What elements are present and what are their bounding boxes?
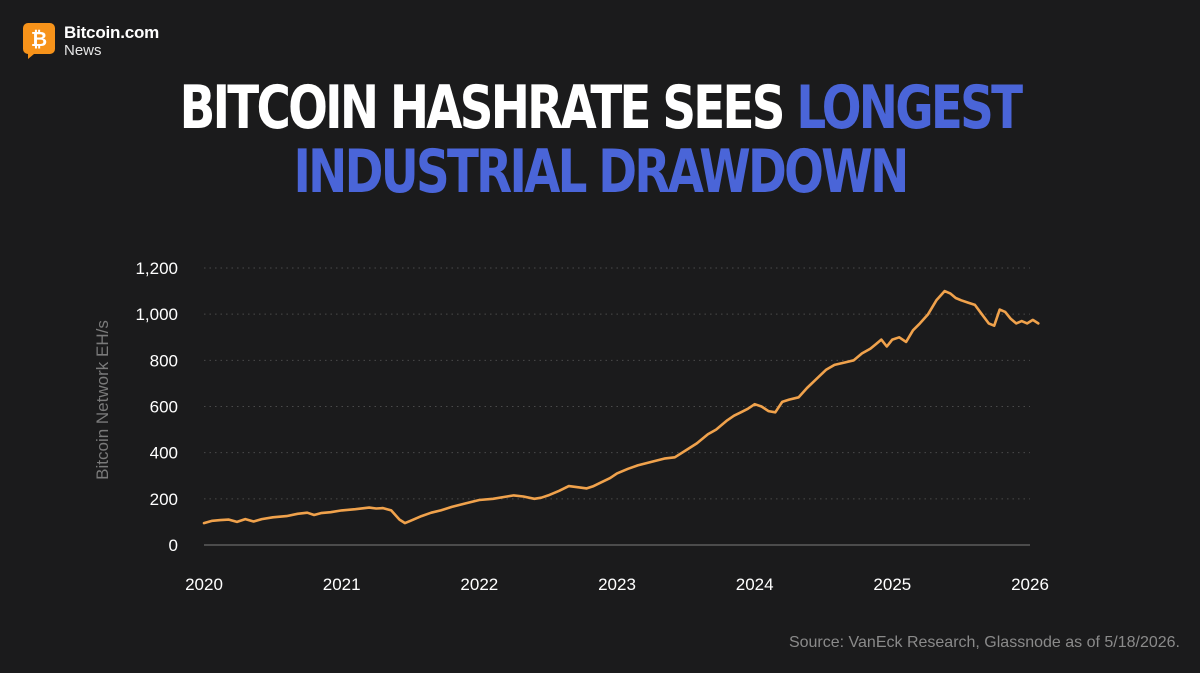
y-tick-label: 0 [169,536,178,555]
x-tick-label: 2023 [598,575,636,594]
y-axis-label: Bitcoin Network EH/s [93,320,112,480]
y-tick-label: 800 [150,351,178,370]
x-axis: 2020 2021 2022 2023 2024 2025 2026 [185,575,1049,594]
y-tick-label: 600 [150,398,178,417]
x-tick-label: 2022 [460,575,498,594]
y-tick-label: 1,200 [135,259,178,278]
page-title: BITCOIN HASHRATE SEES LONGEST INDUSTRIAL… [132,76,1068,204]
series-line-hashrate [202,289,1040,525]
y-tick-label: 200 [150,490,178,509]
brand-name: Bitcoin.com [64,23,160,42]
bitcoin-logo-icon: ₿ [23,23,55,59]
x-tick-label: 2021 [323,575,361,594]
y-axis: 0 200 400 600 800 1,000 1,200 [135,259,178,555]
title-line2-blue: INDUSTRIAL DRAWDOWN [293,137,909,207]
svg-text:₿: ₿ [31,27,47,51]
brand-logo[interactable]: ₿ Bitcoin.com News [22,22,159,60]
x-tick-label: 2020 [185,575,223,594]
x-tick-label: 2024 [736,575,774,594]
grid-lines [204,267,1030,546]
x-tick-label: 2026 [1011,575,1049,594]
title-line1-blue: LONGEST [796,73,1023,143]
title-line1-white: BITCOIN HASHRATE SEES [179,73,797,143]
x-tick-label: 2025 [873,575,911,594]
series-layer [202,289,1040,525]
source-note: Source: VanEck Research, Glassnode as of… [788,634,1180,651]
y-tick-label: 400 [150,444,178,463]
y-tick-label: 1,000 [135,305,178,324]
brand-sub: News [64,42,102,59]
